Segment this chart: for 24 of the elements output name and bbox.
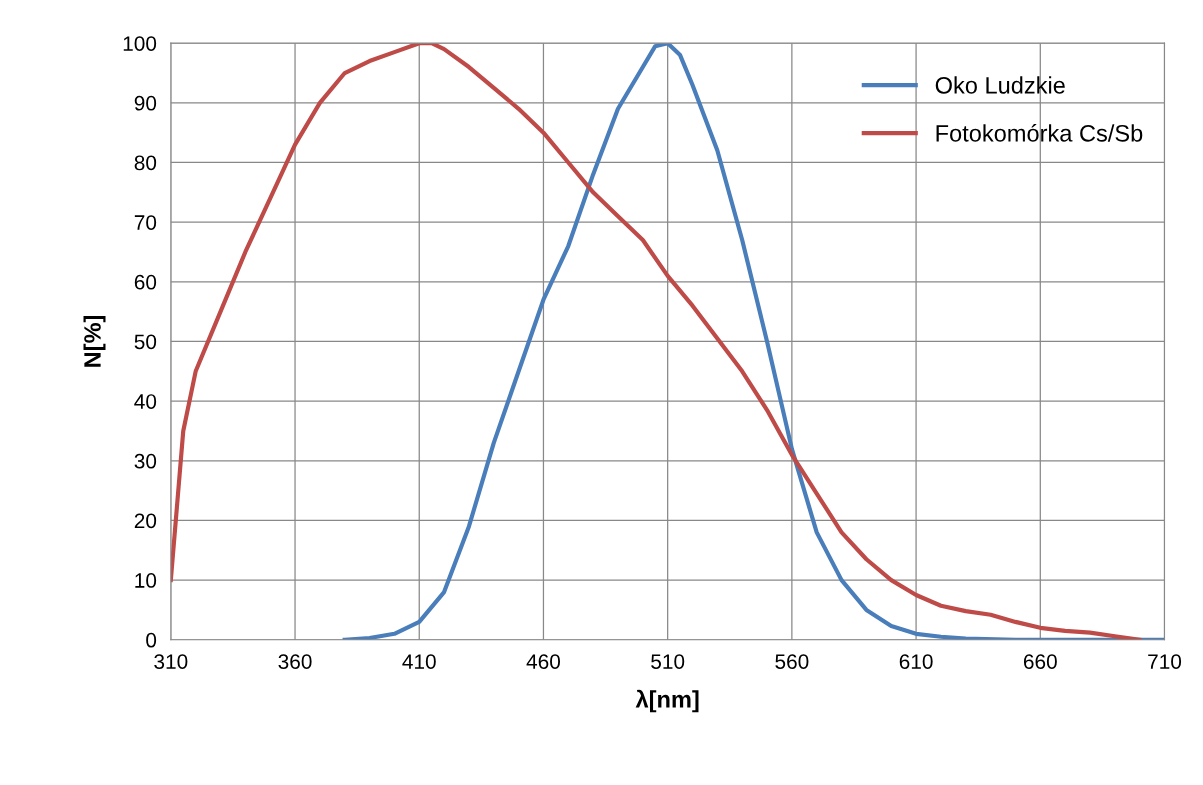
y-tick-label: 0 bbox=[146, 632, 157, 648]
x-tick-label: 610 bbox=[899, 654, 933, 669]
x-tick-label: 710 bbox=[1148, 654, 1182, 669]
x-axis-title: λ[nm] bbox=[635, 689, 699, 713]
y-axis-title: N[%] bbox=[83, 315, 106, 367]
x-tick-label: 510 bbox=[651, 654, 685, 669]
y-tick-label: 70 bbox=[134, 215, 157, 230]
legend-label: Fotokomórka Cs/Sb bbox=[936, 124, 1143, 142]
y-tick-label: 80 bbox=[134, 155, 157, 171]
x-tick-label: 460 bbox=[526, 654, 561, 669]
x-tick-label: 360 bbox=[278, 654, 312, 669]
y-tick-label: 60 bbox=[134, 274, 157, 290]
x-tick-label: 660 bbox=[1023, 654, 1057, 669]
x-tick-label: 410 bbox=[402, 654, 436, 669]
x-tick-label: 310 bbox=[154, 654, 188, 669]
y-tick-label: 90 bbox=[134, 95, 157, 111]
y-tick-label: 20 bbox=[134, 513, 157, 529]
y-tick-label: 30 bbox=[134, 453, 157, 469]
y-tick-label: 50 bbox=[134, 334, 157, 350]
y-tick-label: 10 bbox=[135, 573, 157, 588]
legend-label: Oko Ludzkie bbox=[935, 76, 1065, 94]
y-tick-label: 40 bbox=[134, 394, 157, 409]
y-tick-label: 100 bbox=[123, 36, 157, 51]
x-tick-label: 560 bbox=[775, 654, 809, 669]
